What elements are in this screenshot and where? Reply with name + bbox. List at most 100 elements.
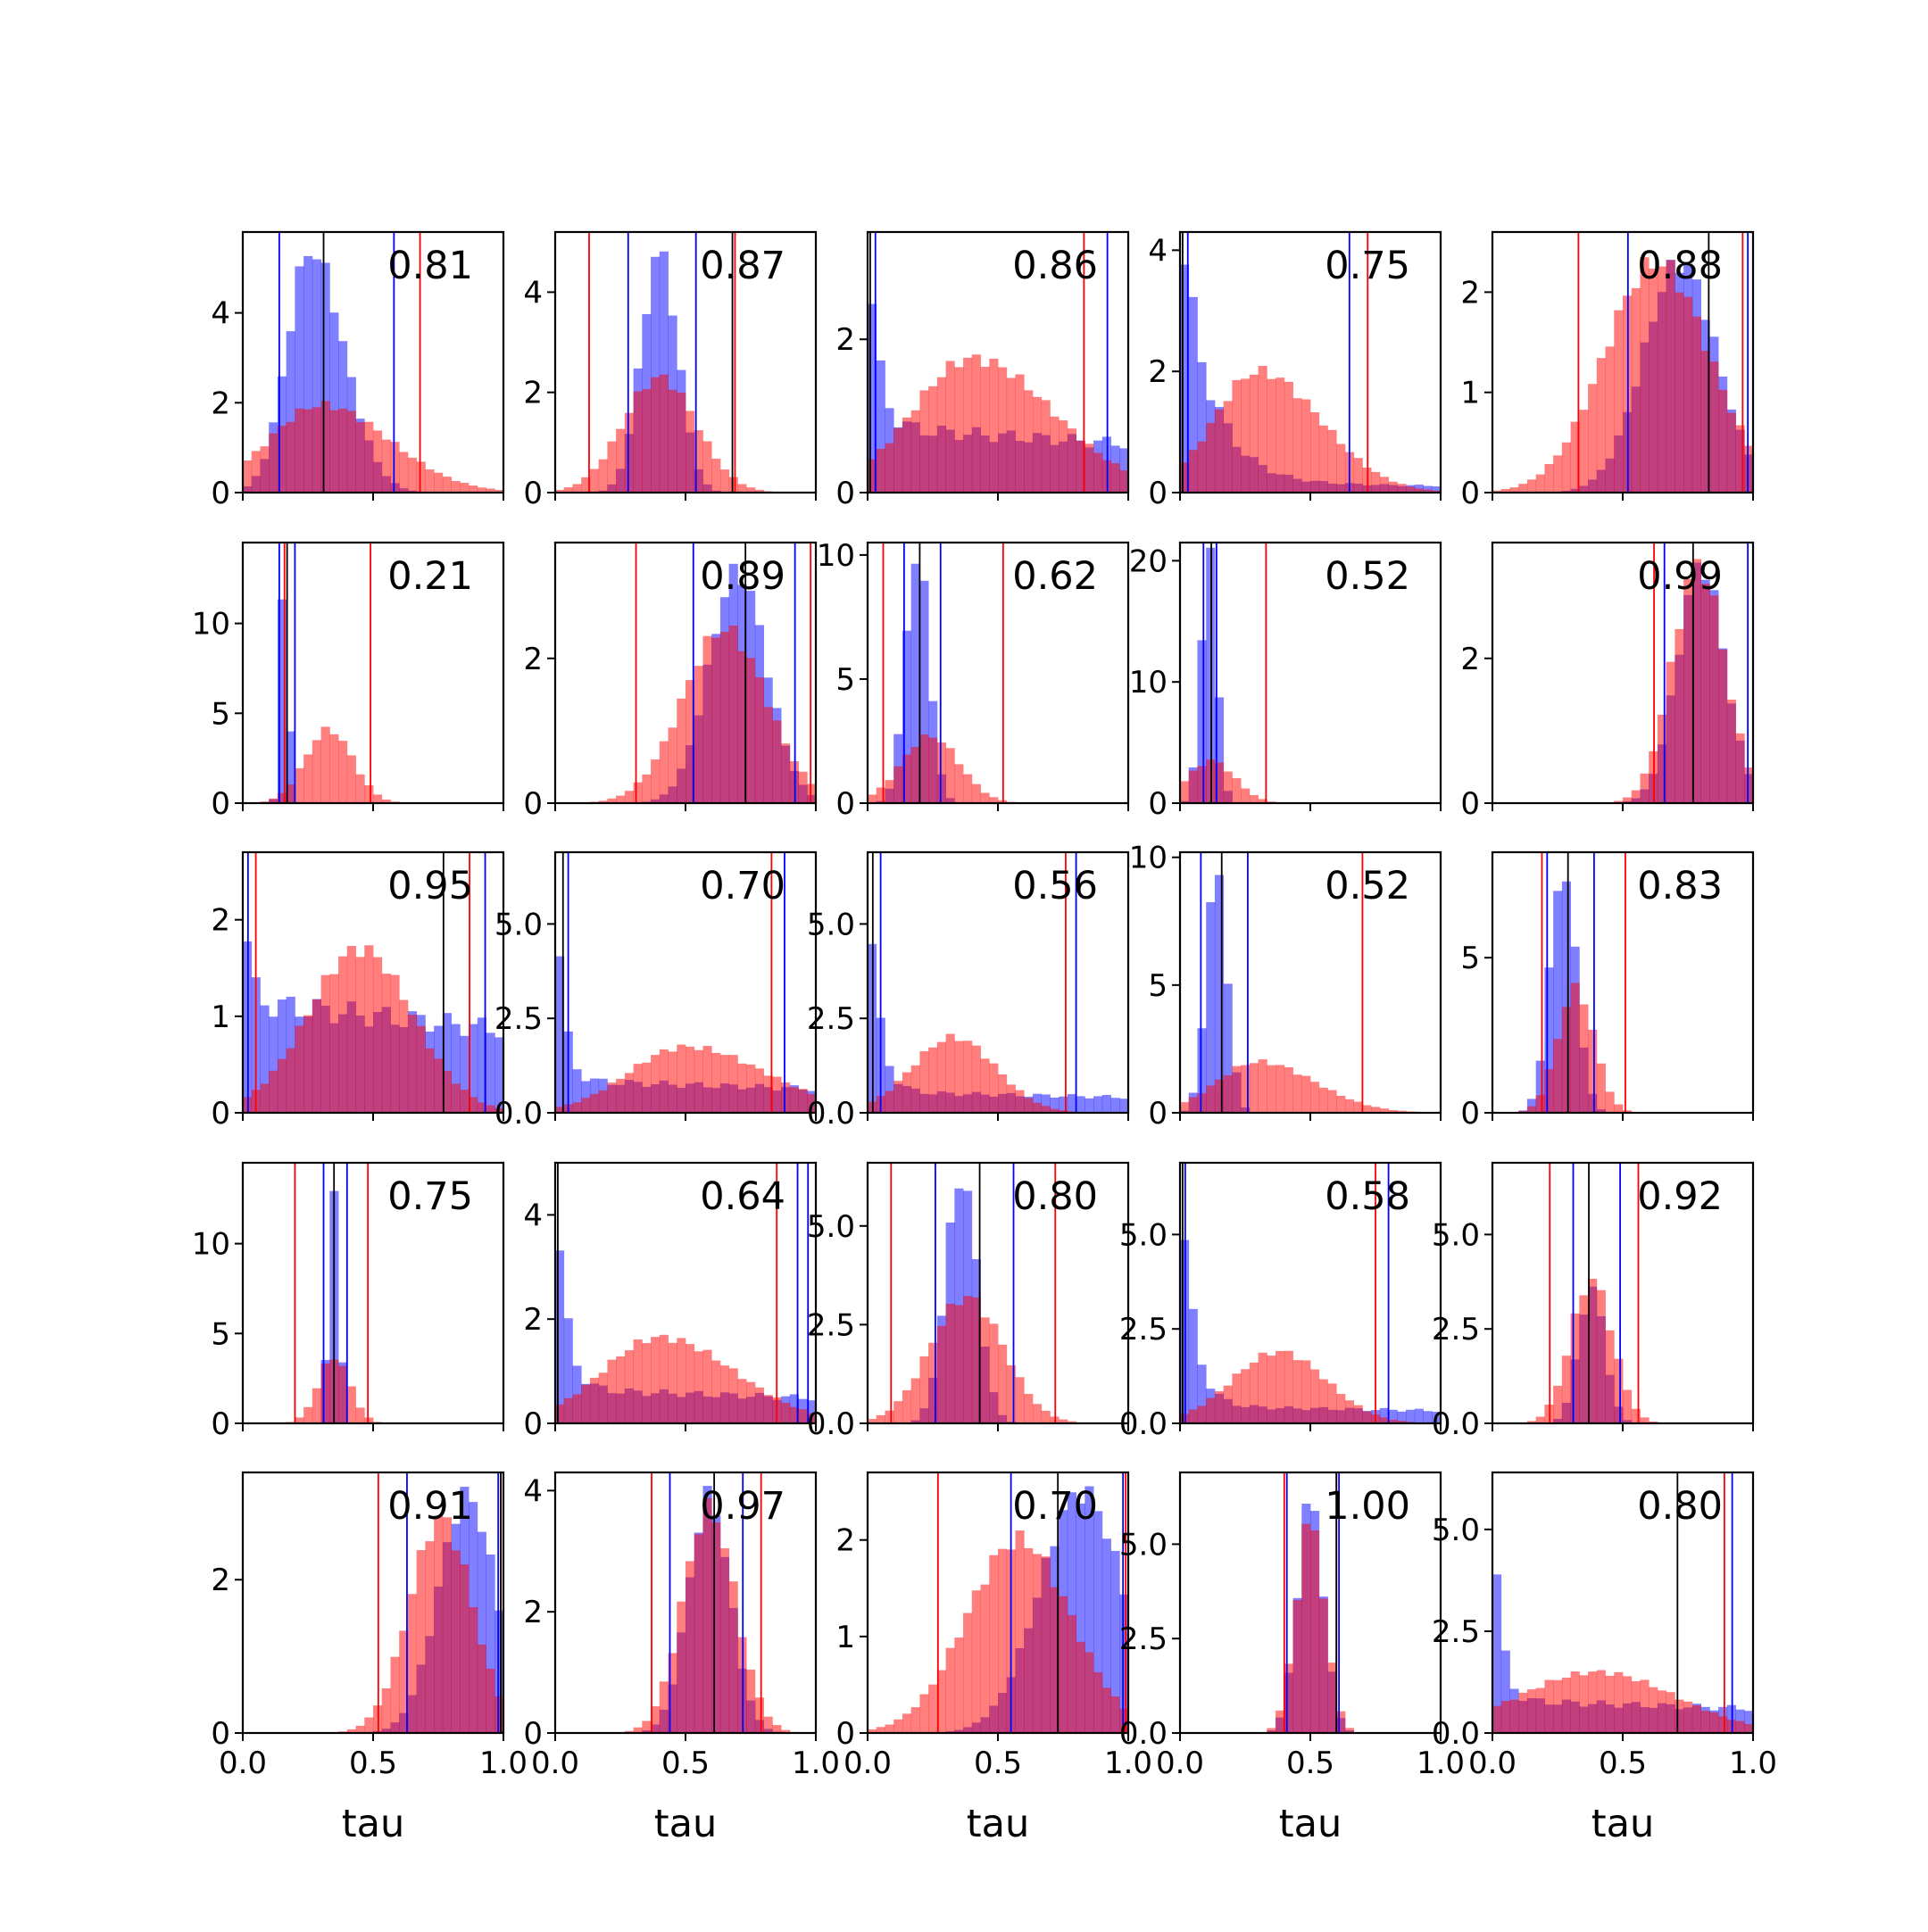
red-hist-bar bbox=[711, 459, 720, 493]
red-hist-bar bbox=[919, 390, 928, 493]
red-hist-bar bbox=[972, 354, 981, 493]
red-hist-bar bbox=[373, 430, 382, 493]
red-hist-bar bbox=[963, 1613, 972, 1733]
y-tick-label: 2.5 bbox=[494, 1001, 543, 1037]
red-hist-bar bbox=[1536, 1095, 1545, 1113]
red-hist-bar bbox=[590, 468, 599, 493]
red-hist-bar bbox=[998, 368, 1007, 493]
y-tick-label: 0 bbox=[835, 786, 855, 822]
red-hist-bar bbox=[1215, 1391, 1224, 1423]
red-hist-bar bbox=[1327, 1383, 1336, 1423]
red-hist-bar bbox=[868, 794, 877, 803]
red-hist-bar bbox=[1232, 1066, 1241, 1113]
red-hist-bar bbox=[972, 1046, 981, 1113]
red-hist-bar bbox=[408, 1594, 417, 1733]
red-hist-bar bbox=[919, 1695, 928, 1733]
red-hist-bar bbox=[1232, 380, 1241, 493]
panel-r2-c1: 0.02.55.00.70 bbox=[494, 852, 816, 1132]
red-hist-bar bbox=[702, 442, 711, 493]
red-hist-bar bbox=[1093, 1672, 1102, 1733]
red-hist-bar bbox=[1042, 400, 1051, 493]
red-hist-bar bbox=[607, 442, 616, 493]
red-hist-bar bbox=[1597, 1290, 1606, 1423]
y-tick-label: 4 bbox=[1148, 233, 1168, 269]
red-hist-bar bbox=[1666, 1692, 1675, 1733]
red-hist-bar bbox=[702, 1498, 711, 1733]
red-hist-bar bbox=[946, 1034, 955, 1113]
panel-r0-c2: 020.86 bbox=[835, 232, 1128, 511]
red-hist-bar bbox=[295, 1026, 303, 1113]
red-hist-bar bbox=[1232, 778, 1241, 803]
panel-annotation: 0.91 bbox=[387, 1484, 473, 1529]
red-hist-bar bbox=[989, 359, 998, 493]
red-hist-bar bbox=[329, 974, 338, 1113]
red-hist-bar bbox=[642, 1721, 651, 1733]
red-hist-bar bbox=[720, 1365, 729, 1423]
red-hist-bar bbox=[1632, 288, 1641, 493]
red-hist-bar bbox=[911, 410, 920, 493]
red-hist-bar bbox=[764, 1395, 773, 1423]
red-hist-bar bbox=[390, 975, 399, 1113]
red-hist-bar bbox=[998, 1549, 1007, 1733]
x-axis-label: tau bbox=[654, 1802, 717, 1846]
red-hist-bar bbox=[555, 1405, 564, 1423]
red-hist-bar bbox=[1718, 390, 1727, 493]
red-hist-bar bbox=[1033, 1554, 1042, 1733]
red-hist-bar bbox=[669, 1051, 677, 1113]
red-hist-bar bbox=[373, 958, 382, 1113]
red-hist-bar bbox=[347, 755, 356, 803]
red-hist-bar bbox=[877, 449, 885, 493]
y-tick-label: 2.5 bbox=[1432, 1312, 1480, 1347]
red-hist-bar bbox=[755, 677, 764, 803]
red-hist-bar bbox=[720, 1548, 729, 1733]
red-hist-bar bbox=[364, 785, 373, 803]
red-hist-bar bbox=[417, 461, 426, 493]
red-hist-bar bbox=[893, 1720, 902, 1733]
red-hist-bar bbox=[1597, 1671, 1606, 1733]
red-hist-bar bbox=[729, 626, 738, 803]
red-hist-bar bbox=[1692, 1705, 1701, 1733]
red-hist-bar bbox=[1571, 983, 1580, 1113]
y-tick-label: 5.0 bbox=[1432, 1217, 1480, 1253]
y-tick-label: 10 bbox=[1129, 841, 1168, 876]
red-hist-bar bbox=[946, 1648, 955, 1733]
red-hist-bar bbox=[287, 422, 295, 493]
red-hist-bar bbox=[1068, 1615, 1076, 1733]
red-hist-bar bbox=[902, 1713, 911, 1733]
red-hist-bar bbox=[902, 1390, 911, 1423]
y-tick-label: 2 bbox=[1148, 354, 1168, 390]
red-hist-bar bbox=[1380, 477, 1389, 493]
y-tick-label: 0 bbox=[1148, 1096, 1168, 1132]
red-hist-bar bbox=[902, 418, 911, 493]
red-hist-bar bbox=[660, 375, 669, 493]
red-hist-bar bbox=[1284, 382, 1293, 493]
red-hist-bar bbox=[963, 1296, 972, 1423]
red-hist-bar bbox=[1666, 662, 1675, 803]
red-hist-bar bbox=[338, 741, 347, 803]
y-tick-label: 2 bbox=[1460, 642, 1480, 677]
red-hist-bar bbox=[1736, 1721, 1745, 1733]
red-hist-bar bbox=[702, 636, 711, 803]
red-hist-bar bbox=[460, 1564, 469, 1733]
red-hist-bar bbox=[937, 1042, 946, 1113]
red-hist-bar bbox=[581, 1098, 590, 1113]
red-hist-bar bbox=[1250, 795, 1259, 803]
red-hist-bar bbox=[312, 407, 321, 493]
red-hist-bar bbox=[1267, 1066, 1276, 1113]
y-tick-label: 0 bbox=[1460, 786, 1480, 822]
red-hist-bar bbox=[338, 957, 347, 1113]
panel-annotation: 0.58 bbox=[1325, 1174, 1410, 1219]
red-hist-bar bbox=[434, 1515, 443, 1733]
red-hist-bar bbox=[651, 1055, 660, 1113]
y-tick-label: 0 bbox=[1460, 1096, 1480, 1132]
panel-annotation: 0.83 bbox=[1637, 864, 1723, 908]
red-hist-bar bbox=[1345, 1099, 1354, 1113]
panel-annotation: 0.80 bbox=[1012, 1174, 1098, 1219]
red-hist-bar bbox=[1206, 423, 1215, 493]
red-hist-bar bbox=[295, 768, 303, 803]
panel-annotation: 0.75 bbox=[387, 1174, 473, 1219]
